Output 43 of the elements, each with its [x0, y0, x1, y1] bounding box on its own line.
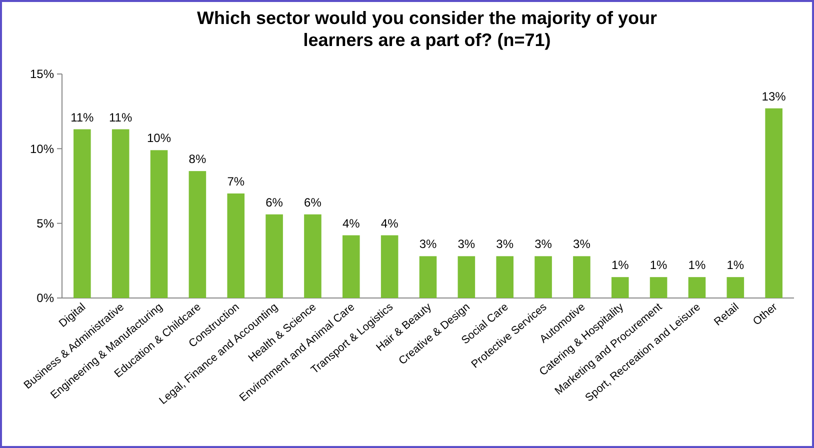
data-label: 1% [611, 258, 630, 272]
data-label: 6% [304, 195, 322, 210]
bar [227, 193, 245, 298]
data-label: 3% [419, 237, 437, 252]
y-tick-label: 10% [30, 142, 54, 156]
bar [150, 150, 168, 298]
data-label: 3% [573, 237, 591, 252]
data-label: 3% [496, 237, 514, 252]
data-label: 13% [762, 89, 786, 104]
bar [611, 277, 629, 298]
data-label: 11% [109, 110, 132, 124]
bar [188, 171, 206, 298]
bar [688, 277, 706, 298]
bar [573, 256, 590, 298]
bar [74, 129, 91, 298]
data-label: 1% [688, 258, 706, 272]
data-label: 3% [458, 237, 476, 252]
data-label: 4% [342, 216, 360, 230]
y-tick-label: 0% [36, 291, 54, 306]
data-label: 11% [70, 110, 94, 124]
bar [458, 256, 476, 298]
data-label: 7% [227, 174, 245, 188]
bar [419, 256, 437, 298]
bar [534, 256, 552, 298]
data-label: 8% [188, 152, 206, 166]
data-label: 1% [650, 258, 668, 272]
bar [650, 277, 668, 298]
y-tick-label: 5% [36, 216, 54, 231]
bar [380, 235, 398, 298]
chart-title: Which sector would you consider the majority of your learners are a part of? (n=71) [196, 8, 658, 50]
data-label: 6% [266, 195, 284, 210]
bar [304, 214, 322, 298]
bar [266, 214, 283, 298]
data-label: 3% [534, 237, 552, 252]
data-label: 1% [726, 258, 744, 272]
bar [496, 256, 514, 298]
data-label: 4% [380, 216, 399, 230]
bar [765, 108, 782, 298]
bar [342, 235, 360, 298]
bar [112, 129, 130, 298]
data-label: 10% [147, 131, 172, 146]
y-tick-label: 15% [30, 67, 54, 82]
bar [726, 277, 744, 298]
